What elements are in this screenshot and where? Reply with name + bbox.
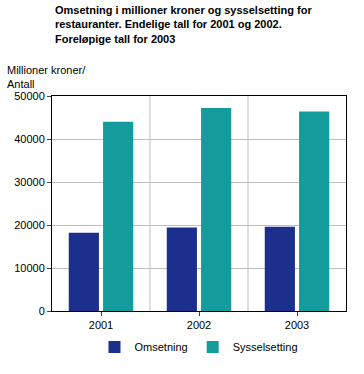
svg-text:40000: 40000 xyxy=(14,133,45,145)
svg-text:2003: 2003 xyxy=(285,319,309,331)
svg-text:20000: 20000 xyxy=(14,219,45,231)
svg-text:30000: 30000 xyxy=(14,176,45,188)
svg-text:2002: 2002 xyxy=(187,319,211,331)
svg-text:Sysselsetting: Sysselsetting xyxy=(233,341,298,353)
svg-text:Omsetning i millioner kroner o: Omsetning i millioner kroner og sysselse… xyxy=(55,4,312,45)
svg-text:2001: 2001 xyxy=(89,319,113,331)
svg-text:Millioner kroner/Antall: Millioner kroner/Antall xyxy=(7,64,86,90)
svg-text:Omsetning: Omsetning xyxy=(135,341,188,353)
svg-text:50000: 50000 xyxy=(14,90,45,102)
svg-text:0: 0 xyxy=(39,305,45,317)
svg-text:10000: 10000 xyxy=(14,262,45,274)
